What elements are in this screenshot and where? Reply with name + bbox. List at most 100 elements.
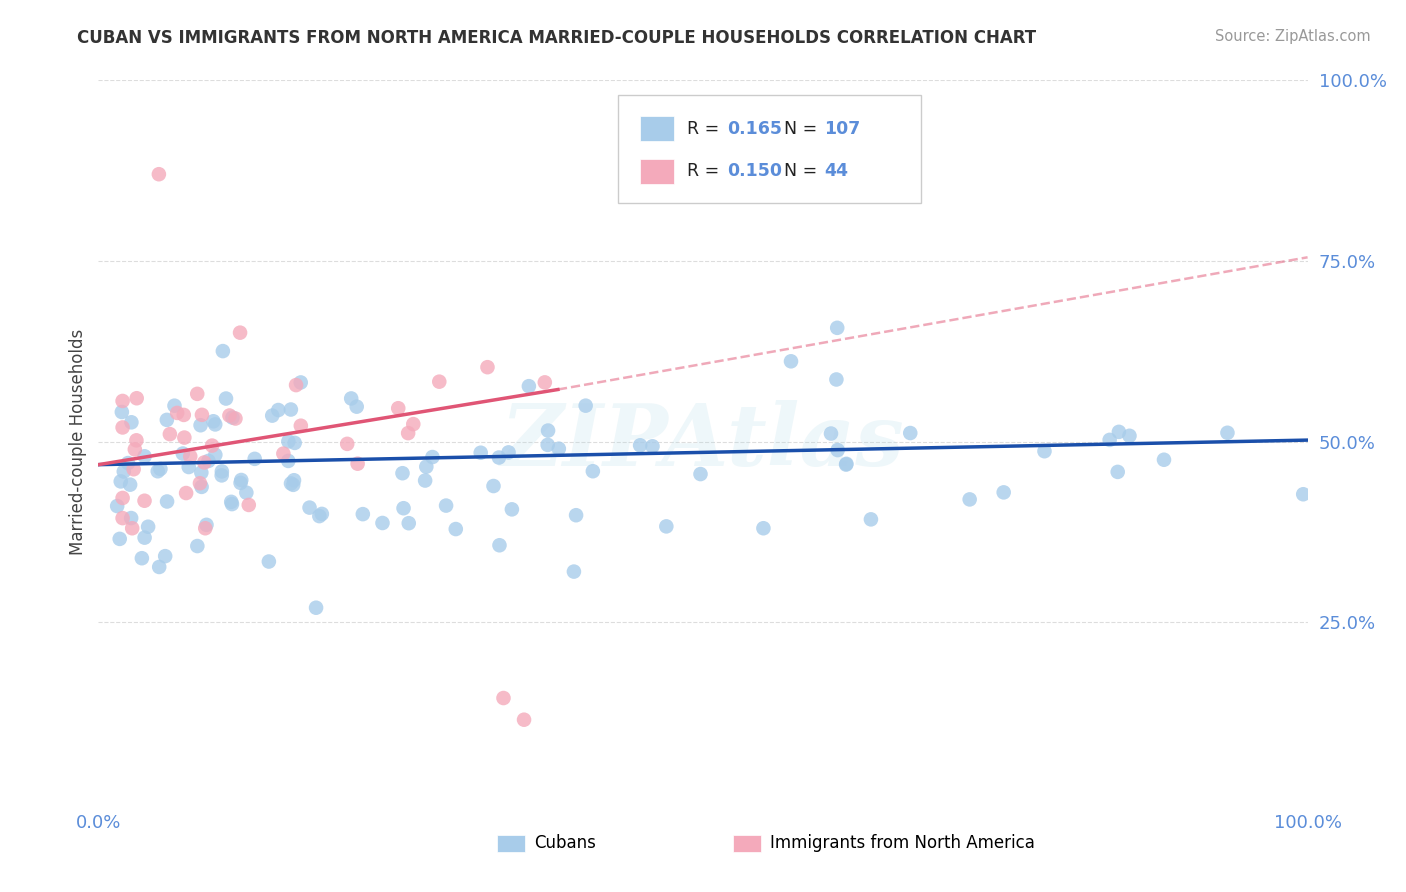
Bar [640,116,673,141]
Point [1118,429,1140,443]
Point [898,425,921,440]
Point [1108,425,1130,439]
Point [121,521,143,535]
Point [277,434,299,449]
Text: 44: 44 [824,162,848,180]
Point [204,448,226,462]
Point [1033,444,1056,458]
Point [177,460,200,475]
Point [434,499,457,513]
Text: ZIPAtlas: ZIPAtlas [501,400,905,483]
Point [340,392,363,406]
Point [108,532,131,546]
Point [827,443,849,458]
Point [533,376,555,390]
Point [111,405,134,419]
Point [125,391,148,405]
Text: Immigrants from North America: Immigrants from North America [769,833,1035,852]
Point [387,401,409,416]
Point [111,511,134,525]
Point [273,447,295,461]
Point [156,413,179,427]
Point [427,375,450,389]
Point [173,431,195,445]
Text: 107: 107 [824,120,860,137]
Point [285,378,308,392]
Point [148,560,170,574]
Point [283,478,305,492]
Point [346,457,368,471]
Point [110,475,132,489]
Point [959,492,981,507]
Point [628,438,651,452]
FancyBboxPatch shape [619,95,921,203]
Point [229,326,252,340]
Point [283,473,305,487]
Point [174,486,197,500]
Point [371,516,394,530]
Point [201,439,224,453]
Point [655,519,678,533]
Point [290,376,312,390]
Point [215,392,238,406]
Point [280,402,302,417]
Point [825,321,848,335]
Point [392,501,415,516]
Point [197,454,219,468]
Text: CUBAN VS IMMIGRANTS FROM NORTH AMERICA MARRIED-COUPLE HOUSEHOLDS CORRELATION CHA: CUBAN VS IMMIGRANTS FROM NORTH AMERICA M… [77,29,1036,46]
Point [422,450,444,464]
Point [501,502,523,516]
Point [1292,487,1315,501]
Point [311,507,333,521]
Point [219,495,242,509]
Point [148,167,170,181]
Point [111,420,134,434]
Point [163,399,186,413]
Point [1098,433,1121,447]
Point [120,511,142,525]
Point [190,466,212,480]
Point [398,516,420,531]
Point [859,512,882,526]
Point [575,399,598,413]
Point [641,439,664,453]
Point [193,455,215,469]
Point [159,427,181,442]
Point [221,497,243,511]
Point [565,508,588,523]
Point [211,468,233,483]
Point [444,522,467,536]
Point [146,464,169,478]
Point [231,473,253,487]
Point [477,360,499,375]
Point [284,436,307,450]
Point [186,539,208,553]
Point [224,411,246,425]
Point [537,424,560,438]
Point [172,446,194,460]
Point [257,555,280,569]
Point [1107,465,1129,479]
Point [191,408,214,422]
Point [211,464,233,478]
Point [195,517,218,532]
Point [188,476,211,491]
Point [238,498,260,512]
Bar [498,835,526,852]
Text: N =: N = [785,162,823,180]
Point [235,485,257,500]
Point [835,458,858,472]
Point [120,477,142,491]
Point [547,442,569,456]
Text: Cubans: Cubans [534,833,596,852]
Point [105,499,128,513]
Point [498,445,520,459]
Point [111,394,134,409]
Point [280,476,302,491]
Point [179,450,201,464]
Point [134,531,156,545]
Point [166,406,188,420]
Point [120,415,142,429]
Point [415,459,437,474]
Point [153,549,176,563]
